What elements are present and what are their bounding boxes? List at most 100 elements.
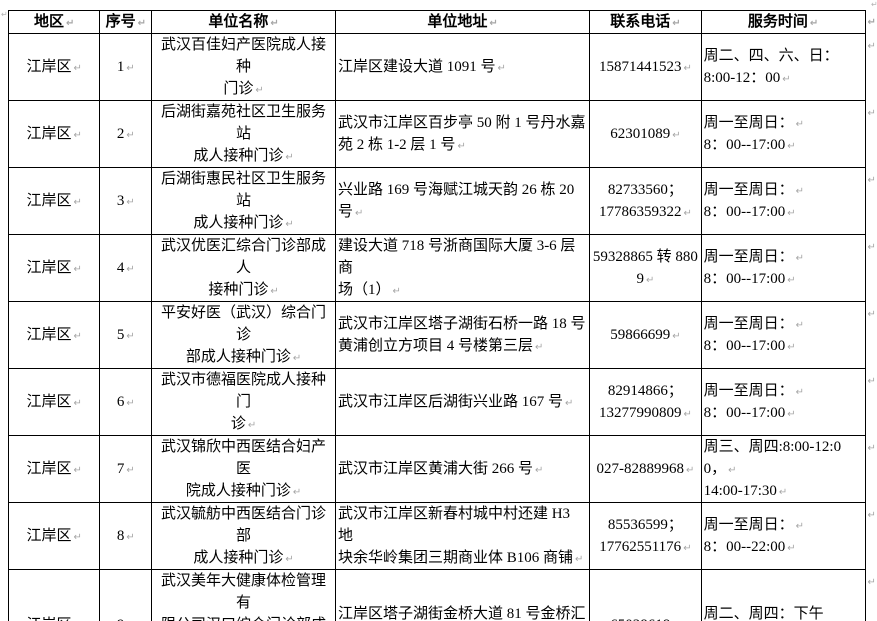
formatting-mark: ↵ bbox=[683, 208, 692, 219]
formatting-mark: ↵ bbox=[270, 286, 279, 297]
cell-address[interactable]: 江岸区建设大道 1091 号 ↵ bbox=[334, 33, 591, 101]
cell-text: 建设大道 718 号浙商国际大厦 3-6 层商 场（1） bbox=[337, 238, 576, 298]
formatting-mark: ↵ bbox=[867, 40, 876, 52]
cell-text: 江岸区建设大道 1091 号 bbox=[337, 59, 496, 75]
formatting-mark: ↵ bbox=[126, 264, 135, 275]
cell-text: 武汉市江岸区黄浦大街 266 号 bbox=[337, 461, 533, 477]
cell-text: 武汉市江岸区新春村城中村还建 H3 地块余华岭集团三期商业体 B106 商铺 bbox=[337, 506, 573, 566]
cell-address[interactable]: 江岸区塔子湖街金桥大道 81 号金桥汇商业街 A 栋↵ bbox=[334, 569, 591, 621]
formatting-mark: ↵ bbox=[683, 409, 692, 420]
cell-address[interactable]: 建设大道 718 号浙商国际大厦 3-6 层商 场（1） ↵ bbox=[334, 234, 591, 302]
cell-district[interactable]: 江岸区↵ bbox=[7, 167, 101, 235]
table-row: 江岸区 ↵ 7 ↵ 武汉锦欣中西医结合妇产医 院成人接种门诊 ↵ 武汉市江岸区黄浦大街 266… bbox=[7, 435, 877, 503]
formatting-mark: ↵ bbox=[672, 331, 681, 342]
cell-district[interactable]: 江岸区↵ bbox=[7, 368, 101, 436]
cell-time[interactable]: 周一至周日： ↵ 8：00--17:00 ↵ bbox=[700, 234, 866, 302]
cell-name[interactable]: 后湖街惠民社区卫生服务站 成人接种门诊 ↵ bbox=[151, 167, 336, 235]
cell-phone[interactable]: 59866699 ↵ bbox=[589, 301, 702, 369]
cell-time[interactable]: 周一至周日： ↵ 8：00--17:00 ↵ bbox=[700, 100, 866, 168]
cell-name[interactable]: 武汉锦欣中西医结合妇产医 院成人接种门诊 ↵ bbox=[151, 435, 336, 503]
cell-text: 2 bbox=[116, 126, 125, 142]
cell-no[interactable]: 4 ↵ bbox=[99, 234, 153, 302]
cell-phone[interactable]: 59328865 转 8809 ↵ bbox=[589, 234, 702, 302]
cell-text: 江岸区 bbox=[26, 193, 72, 209]
cell-address[interactable]: 武汉市江岸区塔子湖街石桥一路 18 号黄浦创立方项目 4 号楼第三层 ↵ bbox=[334, 301, 591, 369]
cell-phone[interactable]: 65028618↵ bbox=[589, 569, 702, 621]
cell-text: 兴业路 169 号海赋江城天韵 26 栋 20 号 bbox=[337, 182, 575, 220]
cell-district[interactable]: 江岸区↵ bbox=[7, 100, 101, 168]
cell-phone[interactable]: 82733560； 17786359322 ↵ bbox=[589, 167, 702, 235]
cell-district[interactable]: 江岸区↵ bbox=[7, 234, 101, 302]
cell-no[interactable]: 6 ↵ bbox=[99, 368, 153, 436]
cell-address[interactable]: 武汉市江岸区黄浦大街 266 号 ↵ bbox=[334, 435, 591, 503]
cell-district[interactable]: 江岸区↵ bbox=[7, 569, 101, 621]
cell-text: 周二、周四：下午13:00-16:00 bbox=[703, 606, 824, 621]
cell-text: 周三、周四:8:00-12:00， bbox=[703, 439, 842, 477]
formatting-mark: ↵ bbox=[867, 509, 876, 521]
cell-text: 8 bbox=[116, 528, 125, 544]
cell-no[interactable]: 1 ↵ bbox=[99, 33, 153, 101]
formatting-mark: ↵ bbox=[683, 63, 692, 74]
cell-phone[interactable]: 15871441523 ↵ bbox=[589, 33, 702, 101]
cell-phone[interactable]: 027-82889968 ↵ bbox=[589, 435, 702, 503]
header-cell-district: 地区 ↵ bbox=[7, 10, 101, 34]
formatting-mark: ↵ bbox=[137, 18, 146, 29]
cell-time[interactable]: 周一至周日： ↵ 8：00--17:00 ↵ bbox=[700, 368, 866, 436]
formatting-mark: ↵ bbox=[126, 63, 135, 74]
cell-text: 江岸区 bbox=[27, 617, 72, 621]
cell-no[interactable]: 8 ↵ bbox=[99, 502, 153, 570]
cell-no[interactable]: 3 ↵ bbox=[99, 167, 153, 235]
cell-time[interactable]: 周一至周日： ↵ 8：00--17:00 ↵ bbox=[700, 167, 866, 235]
cell-time[interactable]: 周三、周四:8:00-12:00， ↵ 14:00-17:30 ↵ bbox=[700, 435, 866, 503]
header-label: 服务时间 bbox=[747, 14, 808, 30]
cell-district[interactable]: 江岸区↵ bbox=[7, 502, 101, 570]
table-row: 江岸区↵9↵武汉美年大健康体检管理有限公司汉口综合门诊部成人预防接种门诊↵江岸区… bbox=[7, 569, 877, 621]
formatting-mark: ↵ bbox=[285, 219, 294, 230]
formatting-mark: ↵ bbox=[255, 85, 264, 96]
cell-no[interactable]: 2 ↵ bbox=[99, 100, 153, 168]
cell-name[interactable]: 武汉优医汇综合门诊部成人 接种门诊 ↵ bbox=[151, 234, 336, 302]
cell-text: 65028618 bbox=[610, 617, 670, 621]
formatting-mark: ↵ bbox=[867, 375, 876, 387]
cell-name[interactable]: 后湖街嘉苑社区卫生服务站 成人接种门诊 ↵ bbox=[151, 100, 336, 168]
cell-district[interactable]: 江岸区↵ bbox=[7, 33, 101, 101]
formatting-mark: ↵ bbox=[867, 107, 876, 119]
cell-name[interactable]: 平安好医（武汉）综合门诊 部成人接种门诊 ↵ bbox=[151, 301, 336, 369]
cell-address[interactable]: 兴业路 169 号海赋江城天韵 26 栋 20 号 ↵ bbox=[334, 167, 591, 235]
cell-text: 武汉市德福医院成人接种门诊 bbox=[161, 372, 327, 432]
cell-phone[interactable]: 85536599； 17762551176 ↵ bbox=[589, 502, 702, 570]
cell-address[interactable]: 武汉市江岸区新春村城中村还建 H3 地块余华岭集团三期商业体 B106 商铺 ↵ bbox=[334, 502, 591, 570]
cell-district[interactable]: 江岸区↵ bbox=[7, 435, 101, 503]
cell-time[interactable]: 周二、四、六、日： 8:00-12：00 ↵ bbox=[700, 33, 866, 101]
cell-text: 江岸区 bbox=[26, 461, 72, 477]
cell-name[interactable]: 武汉百佳妇产医院成人接种 门诊 ↵ bbox=[151, 33, 336, 101]
cell-text: 1 bbox=[116, 59, 125, 75]
formatting-mark: ↵ bbox=[292, 487, 302, 498]
cell-text: 7 bbox=[116, 461, 125, 477]
cell-phone[interactable]: 82914866； 13277990809 ↵ bbox=[589, 368, 702, 436]
cell-address[interactable]: 武汉市江岸区后湖街兴业路 167 号 ↵ bbox=[334, 368, 591, 436]
cell-time[interactable]: 周二、周四：下午13:00-16:00↵ bbox=[700, 569, 866, 621]
cell-name[interactable]: 武汉毓舫中西医结合门诊部 成人接种门诊 ↵ bbox=[151, 502, 336, 570]
formatting-mark: ↵ bbox=[392, 286, 401, 297]
formatting-mark: ↵ bbox=[534, 342, 544, 353]
formatting-mark: ↵ bbox=[778, 487, 788, 498]
cell-phone[interactable]: 62301089 ↵ bbox=[589, 100, 702, 168]
cell-district[interactable]: 江岸区↵ bbox=[7, 301, 101, 369]
cell-time[interactable]: 周一至周日： ↵ 8：00--17:00 ↵ bbox=[700, 301, 866, 369]
cell-name[interactable]: 武汉市德福医院成人接种门诊 ↵ bbox=[151, 368, 336, 436]
formatting-mark: ↵ bbox=[795, 387, 804, 398]
cell-name[interactable]: 武汉美年大健康体检管理有限公司汉口综合门诊部成人预防接种门诊↵ bbox=[151, 569, 336, 621]
cell-text: 4 bbox=[116, 260, 125, 276]
cell-text: 后湖街嘉苑社区卫生服务站 成人接种门诊 bbox=[161, 104, 327, 164]
cell-no[interactable]: 7 ↵ bbox=[99, 435, 153, 503]
cell-time[interactable]: 周一至周日： ↵ 8：00--22:00 ↵ bbox=[700, 502, 866, 570]
cell-address[interactable]: 武汉市江岸区百步亭 50 附 1 号丹水嘉苑 2 栋 1-2 层 1 号 ↵ bbox=[334, 100, 591, 168]
cell-no[interactable]: 9↵ bbox=[99, 569, 153, 621]
formatting-mark: ↵ bbox=[787, 543, 796, 554]
header-cell-time: 服务时间 ↵ bbox=[700, 10, 866, 34]
cell-no[interactable]: 5 ↵ bbox=[99, 301, 153, 369]
formatting-mark: ↵ bbox=[787, 409, 796, 420]
cell-text: 武汉毓舫中西医结合门诊部 成人接种门诊 bbox=[161, 506, 327, 566]
formatting-mark: ↵ bbox=[292, 353, 302, 364]
